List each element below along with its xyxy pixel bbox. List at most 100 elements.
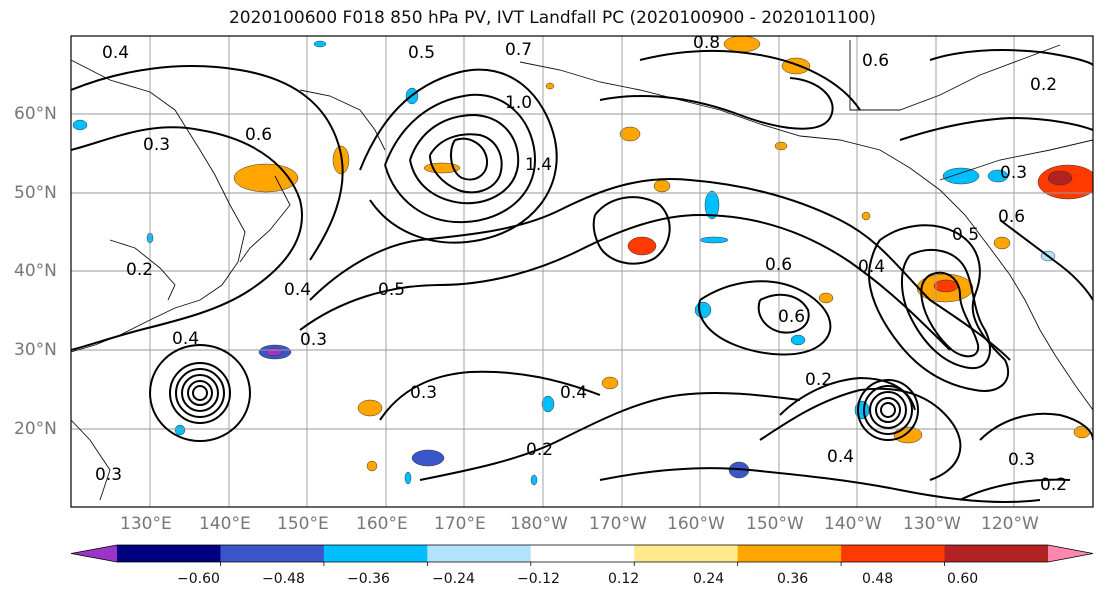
contour-line (757, 293, 810, 334)
map-title: 2020100600 F018 850 hPa PV, IVT Landfall… (228, 8, 876, 28)
colorbar-tick-label: −0.12 (517, 571, 560, 587)
contour-line (175, 368, 225, 418)
contour-label: 0.4 (827, 447, 854, 467)
contour-line (959, 478, 1071, 501)
lon-label: 170°E (434, 514, 486, 534)
shade-patch (404, 471, 412, 485)
contour-labels: 0.4 0.5 0.7 0.8 0.6 0.2 0.3 1.0 1.4 0.6 … (95, 33, 1067, 495)
contour-label: 0.2 (526, 440, 553, 460)
contour-label: 0.4 (284, 280, 311, 300)
contour-line (869, 391, 907, 429)
contour-line (181, 374, 219, 412)
contour-line (863, 385, 913, 435)
map-panel: 0.4 0.5 0.7 0.8 0.6 0.2 0.3 1.0 1.4 0.6 … (71, 33, 1093, 507)
contour-label: 0.3 (95, 465, 122, 485)
colorbar-extend-min (71, 545, 117, 562)
lon-label: 130°E (120, 514, 172, 534)
contour-line (419, 391, 801, 481)
shade-patch (366, 460, 378, 472)
shade-patch (704, 190, 720, 220)
contour-line (449, 137, 489, 181)
shade-patch (723, 36, 761, 53)
shade-patch (790, 334, 806, 346)
shade-patch (818, 292, 834, 304)
contour-line (149, 344, 251, 442)
contour-line (880, 402, 896, 418)
contour-label: 0.6 (778, 307, 805, 327)
contour-line (875, 397, 901, 423)
graticule (71, 36, 1093, 507)
contour-label: 0.2 (126, 260, 153, 280)
colorbar-tick-label: −0.60 (177, 571, 220, 587)
colorbar-segment (634, 545, 739, 562)
cyclone-west (149, 344, 251, 442)
contour-line (71, 65, 344, 261)
shade-patch (699, 236, 729, 244)
shade-patch (1047, 170, 1073, 186)
shade-patch (694, 301, 712, 319)
contour-label: 0.4 (102, 43, 129, 63)
contour-line (868, 224, 1010, 392)
contour-line (639, 49, 861, 111)
shade-patch (541, 395, 555, 413)
shade-patch (530, 474, 538, 486)
lon-label: 120°W (981, 514, 1039, 534)
colorbar-tick-label: 0.24 (693, 571, 725, 587)
contour-line (169, 362, 231, 424)
contour-label: 0.3 (1000, 163, 1027, 183)
lon-label: 140°W (824, 514, 882, 534)
lon-label: 180°W (510, 514, 568, 534)
lon-label: 140°E (199, 514, 251, 534)
map-frame (70, 35, 1094, 508)
contour-label: 0.6 (862, 51, 889, 71)
shade-patch (987, 169, 1009, 183)
contour-line (359, 68, 558, 244)
contour-line (299, 213, 951, 351)
lon-label: 160°W (667, 514, 725, 534)
contour-label: 0.6 (765, 255, 792, 275)
coastlines (71, 40, 1093, 501)
contour-label: 0.6 (998, 207, 1025, 227)
contour-label: 0.5 (408, 43, 435, 63)
shade-patch (653, 179, 671, 193)
colorbar-segment (737, 545, 842, 562)
colorbar-tick-label: 0.48 (862, 571, 894, 587)
contour-label: 0.3 (143, 135, 170, 155)
contour-label: 0.4 (560, 383, 587, 403)
shade-patch (774, 141, 788, 151)
lon-label: 150°W (746, 514, 804, 534)
lon-label: 130°W (903, 514, 961, 534)
colorbar-segment (427, 545, 532, 562)
contour-line (592, 196, 671, 265)
colorbar-tick-label: −0.48 (262, 571, 305, 587)
contour-line (379, 370, 601, 421)
colorbar-extend-max (1048, 545, 1093, 562)
colorbar-segment (530, 545, 635, 562)
contour-label: 0.8 (693, 33, 720, 53)
contour-line (429, 133, 503, 194)
contour-line (920, 271, 980, 358)
contour-label: 0.2 (1030, 75, 1057, 95)
lat-label: 20°N (14, 419, 57, 439)
shade-patch (933, 279, 959, 293)
colorbar-segment (323, 545, 428, 562)
contour-line (599, 77, 834, 130)
colorbar-tick-label: −0.36 (347, 571, 390, 587)
colorbar-segment (944, 545, 1049, 562)
shade-patch (861, 211, 871, 221)
colorbar-segment (220, 545, 325, 562)
contour-lines (71, 49, 1093, 503)
shade-patch (72, 119, 88, 131)
colorbar-segment (841, 545, 946, 562)
shade-patch (545, 82, 555, 90)
colorbar-tick-label: −0.24 (432, 571, 475, 587)
shade-patch (619, 126, 641, 142)
contour-line (929, 49, 1093, 66)
shade-patch (265, 347, 283, 357)
contour-label: 0.4 (172, 329, 199, 349)
lat-label: 50°N (14, 183, 57, 203)
contour-label: 0.5 (952, 225, 979, 245)
contour-label: 0.3 (300, 330, 327, 350)
contour-line (899, 116, 1093, 141)
